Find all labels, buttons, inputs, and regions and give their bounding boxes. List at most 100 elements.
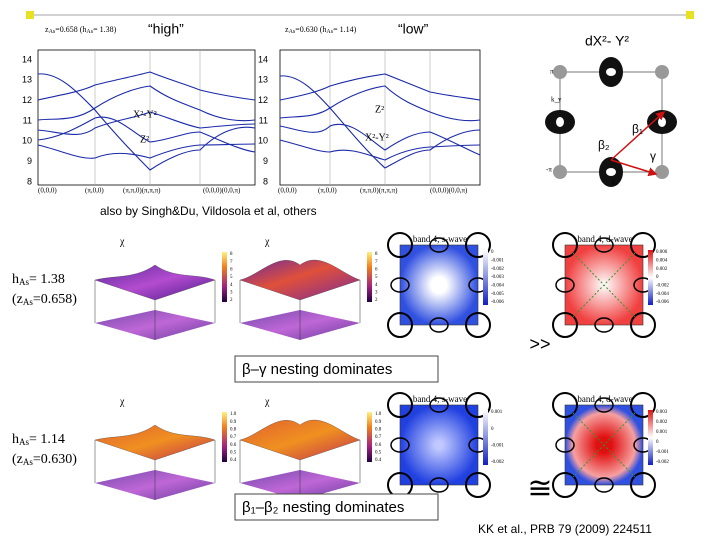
colorbar-tick: -0.001	[491, 443, 504, 448]
band-plot: zAs=0.658 (hAs= 1.38) “high” X²-Y² Z² 14…	[22, 21, 256, 195]
fs-axis: kₓ	[612, 179, 619, 187]
param-z: (zAs=0.658)	[12, 292, 77, 307]
fermi-arc	[390, 277, 410, 293]
fermi-arc	[630, 392, 656, 418]
colorbar	[367, 252, 372, 302]
chi-label: χ	[119, 236, 125, 247]
fermi-arc	[555, 437, 575, 453]
y-tick-label: 9	[263, 156, 268, 166]
k-label: (0,0,0)(0,0,π)	[430, 187, 468, 195]
fermi-arc	[630, 232, 656, 258]
panel-param: zAs=0.630 (hAs= 1.14)	[285, 25, 357, 36]
y-ticks: 14 13 12 11 10 9 8	[22, 54, 32, 186]
y-tick-label: 8	[263, 176, 268, 186]
colorbar-tick: -0.002	[491, 460, 504, 465]
k-label: (π,0,0)	[85, 187, 104, 195]
row: hAs= 1.14(zAs=0.630)χ1.00.90.80.70.60.50…	[12, 392, 669, 521]
text: = 1.14	[29, 432, 65, 447]
y-tick-label: 12	[22, 95, 32, 105]
fermi-arc	[552, 312, 578, 338]
gap-map	[399, 404, 479, 486]
text: h	[12, 272, 19, 287]
colorbar-tick: 0.006	[656, 250, 668, 255]
y-tick-label: 12	[258, 95, 268, 105]
y-tick-label: 10	[258, 136, 268, 146]
fermi-arc	[465, 392, 491, 418]
band-plot: zAs=0.630 (hAs= 1.14) “low” Z² X²-Y² 141…	[258, 21, 481, 195]
nesting-arrow	[610, 159, 658, 177]
colorbar-tick: 0.9	[230, 420, 237, 425]
colorbar-tick: -0.005	[491, 292, 504, 297]
surface	[239, 419, 361, 461]
gap-title: band 4, s-wave	[413, 394, 467, 404]
fermi-arc	[594, 237, 614, 253]
fs-label: β₂	[598, 138, 610, 152]
y-tick-label: 14	[258, 54, 268, 64]
colorbar-tick: 0.5	[375, 450, 382, 455]
surface	[239, 259, 361, 301]
citation: KK et al., PRB 79 (2009) 224511	[478, 522, 652, 536]
colorbar-tick: 6	[375, 267, 378, 272]
colorbar-tick: 0.5	[230, 450, 237, 455]
y-ticks: 14 13 12 11 10 9 8	[258, 54, 268, 186]
colorbar-tick: -0.006	[656, 300, 669, 305]
colorbar-tick: 0.6	[375, 443, 382, 448]
nesting-box	[234, 493, 439, 521]
text: =0.630)	[33, 452, 77, 467]
fs-axis: k_y	[551, 96, 562, 104]
y-tick-label: 8	[27, 176, 32, 186]
susceptibility-rows: hAs= 1.38(zAs=0.658)χ8765432χ8765432band…	[12, 232, 669, 521]
colorbar-tick: -0.001	[491, 258, 504, 263]
fermi-arc	[630, 472, 656, 498]
y-tick-label: 9	[27, 156, 32, 166]
fermi-arc	[387, 232, 413, 258]
y-tick-label: 13	[22, 75, 32, 85]
colorbar-tick: 0	[491, 427, 494, 432]
colorbar-tick: 1.0	[230, 412, 237, 417]
text: As	[19, 437, 29, 447]
fermi-arc	[594, 317, 614, 333]
colorbar	[648, 250, 653, 305]
param-h: hAs= 1.14	[12, 432, 65, 447]
colorbar-tick: 0.4	[230, 458, 237, 463]
text: h	[12, 432, 19, 447]
colorbar-tick: 3	[375, 290, 378, 295]
fermi-arc	[387, 312, 413, 338]
colorbar-tick: 0.001	[656, 430, 668, 435]
colorbar-tick: 0.7	[375, 435, 382, 440]
k-label: (0,0,0)	[278, 187, 297, 195]
fermi-arc	[429, 477, 449, 493]
y-tick-label: 14	[22, 54, 32, 64]
colorbar-tick: 3	[230, 290, 233, 295]
colorbar-tick: 0.6	[230, 443, 237, 448]
hole-pockets	[553, 65, 669, 179]
text: (z	[12, 292, 23, 307]
text: As	[23, 297, 33, 307]
colorbar-tick: 0.001	[491, 410, 503, 415]
text: (z	[12, 452, 23, 467]
colorbar-tick: -0.006	[491, 300, 504, 305]
text: As	[23, 457, 33, 467]
fermi-arc	[429, 237, 449, 253]
colorbar-tick: 0.004	[656, 258, 668, 263]
colorbar-tick: -0.004	[491, 283, 504, 288]
nesting-text: β₁–β₂ nesting dominates	[242, 499, 404, 516]
fs-tick: -π	[546, 166, 552, 174]
colorbar-tick: 2	[375, 298, 378, 303]
panel-quote: “low”	[398, 21, 429, 37]
y-tick-label: 11	[259, 115, 268, 125]
colorbar-tick: 0.4	[375, 458, 382, 463]
colorbar-tick: 6	[230, 267, 233, 272]
colorbar-tick: 0.8	[375, 427, 382, 432]
surface	[94, 424, 216, 461]
fermi-arc	[552, 392, 578, 418]
param-z: (zAs=0.630)	[12, 452, 77, 467]
text: = 1.38	[29, 272, 65, 287]
band-label: Z²	[140, 134, 149, 145]
panel-quote: “high”	[148, 21, 184, 37]
colorbar-tick: -0.003	[491, 275, 504, 280]
plot-frame	[37, 49, 256, 186]
colorbar	[483, 250, 488, 305]
